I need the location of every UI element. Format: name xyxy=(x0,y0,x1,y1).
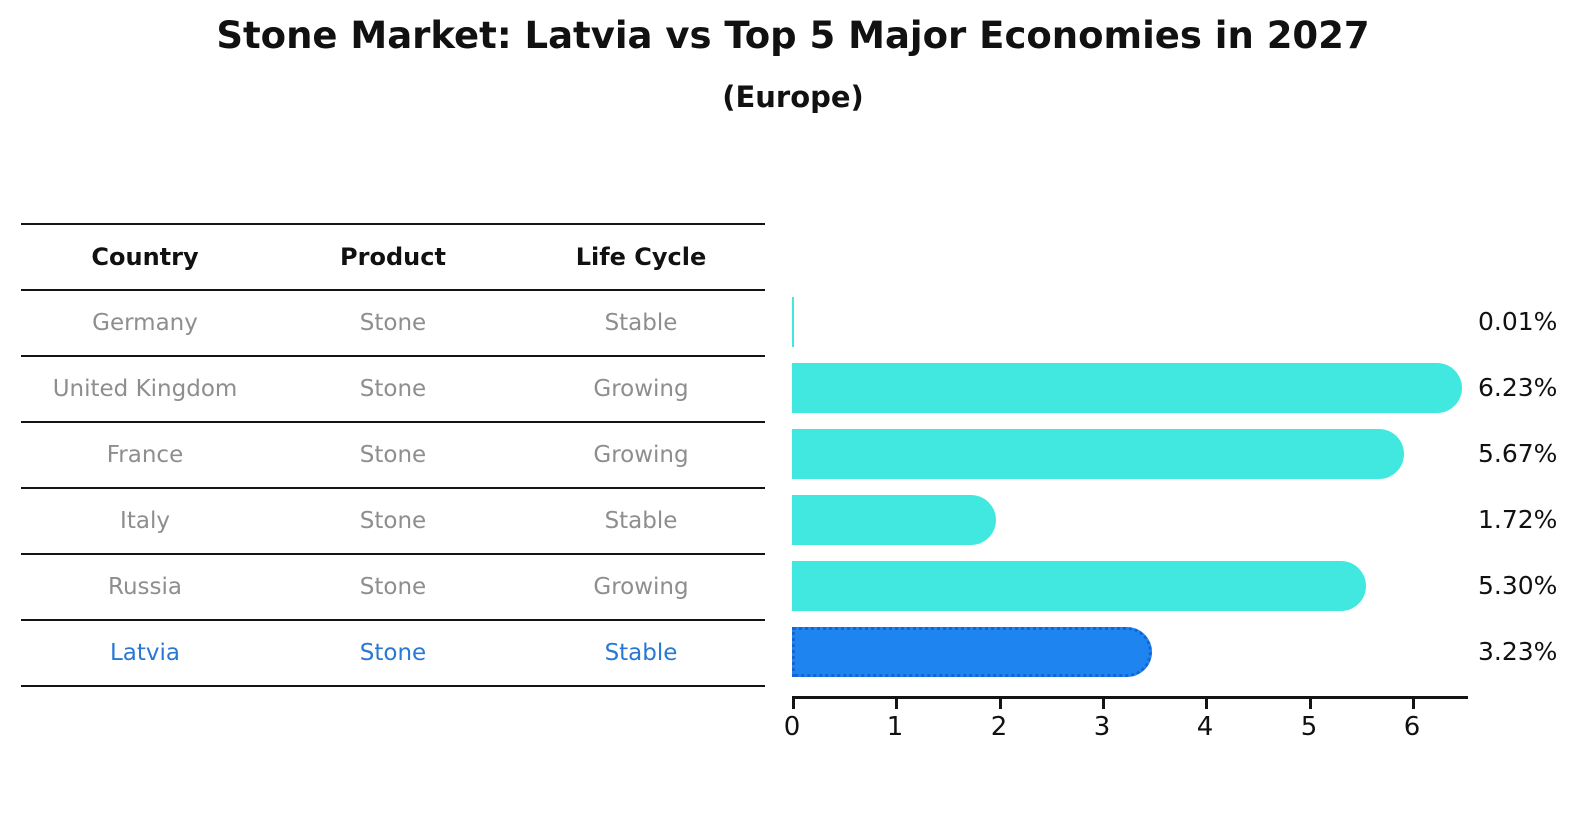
x-tick-4 xyxy=(1205,696,1208,709)
cell-life-cycle: Growing xyxy=(593,574,689,600)
table-row-russia: Russia Stone Growing xyxy=(21,553,765,619)
cell-life-cycle: Stable xyxy=(604,310,678,336)
cell-country: France xyxy=(106,442,184,468)
value-label-germany: 0.01% xyxy=(1478,307,1558,336)
cell-life-cycle: Stable xyxy=(604,508,678,534)
bar-italy xyxy=(792,495,996,545)
x-tick-label-2: 2 xyxy=(990,712,1008,742)
cell-country: Russia xyxy=(108,574,182,600)
table-row-italy: Italy Stone Stable xyxy=(21,487,765,553)
chart-subtitle: (Europe) xyxy=(722,80,864,114)
cell-life-cycle: Growing xyxy=(593,376,689,402)
cell-country: United Kingdom xyxy=(52,376,238,402)
bar-united-kingdom xyxy=(792,363,1463,413)
col-header-country: Country xyxy=(91,243,199,271)
value-label-united-kingdom: 6.23% xyxy=(1478,373,1558,402)
cell-product: Stone xyxy=(359,574,427,600)
table-row-france: France Stone Growing xyxy=(21,421,765,487)
x-tick-2 xyxy=(999,696,1002,709)
col-header-product: Product xyxy=(340,243,446,271)
x-tick-3 xyxy=(1102,696,1105,709)
table-row-latvia: Latvia Stone Stable xyxy=(21,619,765,685)
x-tick-label-4: 4 xyxy=(1196,712,1214,742)
bar-russia xyxy=(792,561,1367,611)
country-table: Country Product Life Cycle Germany Stone… xyxy=(21,223,765,687)
x-tick-label-0: 0 xyxy=(783,712,801,742)
cell-country: Italy xyxy=(120,508,170,534)
x-tick-0 xyxy=(792,696,795,709)
cell-life-cycle: Growing xyxy=(593,442,689,468)
bar-france xyxy=(792,429,1405,479)
table-header-row: Country Product Life Cycle xyxy=(21,223,765,289)
value-label-france: 5.67% xyxy=(1478,439,1558,468)
table-row-germany: Germany Stone Stable xyxy=(21,289,765,355)
chart-title: Stone Market: Latvia vs Top 5 Major Econ… xyxy=(216,14,1370,57)
table-row-united-kingdom: United Kingdom Stone Growing xyxy=(21,355,765,421)
x-tick-label-6: 6 xyxy=(1403,712,1421,742)
cell-product: Stone xyxy=(359,310,427,336)
x-tick-6 xyxy=(1412,696,1415,709)
cell-product: Stone xyxy=(359,640,427,666)
x-tick-5 xyxy=(1309,696,1312,709)
cell-life-cycle: Stable xyxy=(604,640,678,666)
value-label-latvia: 3.23% xyxy=(1478,637,1558,666)
col-header-life-cycle: Life Cycle xyxy=(575,243,707,271)
value-label-italy: 1.72% xyxy=(1478,505,1558,534)
cell-country: Germany xyxy=(92,310,198,336)
x-axis-line xyxy=(792,696,1468,699)
cell-country: Latvia xyxy=(109,640,181,666)
cell-product: Stone xyxy=(359,376,427,402)
x-tick-label-5: 5 xyxy=(1300,712,1318,742)
x-tick-1 xyxy=(895,696,898,709)
bar-latvia xyxy=(792,627,1152,677)
x-tick-label-1: 1 xyxy=(886,712,904,742)
x-tick-label-3: 3 xyxy=(1093,712,1111,742)
value-label-russia: 5.30% xyxy=(1478,571,1558,600)
cell-product: Stone xyxy=(359,508,427,534)
bar-germany xyxy=(792,297,794,347)
cell-product: Stone xyxy=(359,442,427,468)
